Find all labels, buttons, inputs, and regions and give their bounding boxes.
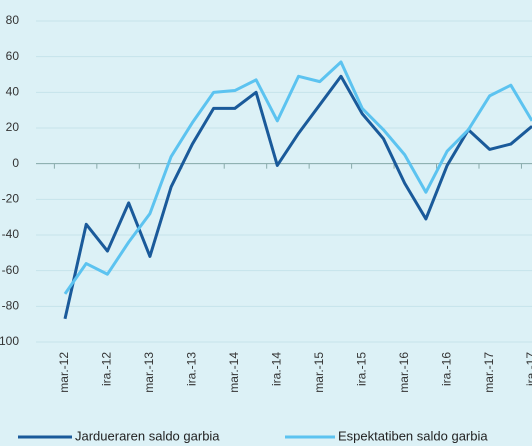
x-tick-label: mar.-17 bbox=[482, 352, 496, 393]
x-tick-label: mar.-12 bbox=[57, 352, 71, 393]
y-tick-label: 20 bbox=[6, 120, 20, 134]
y-tick-label: 60 bbox=[6, 49, 20, 63]
x-tick-label: ira.-13 bbox=[185, 352, 199, 386]
x-tick-label: ira.-17 bbox=[524, 352, 532, 386]
x-tick-label: mar.-13 bbox=[142, 352, 156, 393]
x-tick-label: ira.-14 bbox=[269, 352, 283, 386]
x-tick-label: ira.-15 bbox=[354, 352, 368, 386]
x-tick-label: ira.-16 bbox=[439, 352, 453, 386]
series-line bbox=[63, 60, 532, 295]
y-tick-label: -100 bbox=[0, 334, 19, 348]
x-tick-label: mar.-15 bbox=[312, 352, 326, 393]
y-tick-label: -40 bbox=[2, 227, 20, 241]
x-tick-label: mar.-14 bbox=[227, 352, 241, 393]
y-tick-label: 80 bbox=[6, 13, 20, 27]
y-tick-label: 0 bbox=[12, 156, 19, 170]
series-line bbox=[63, 74, 532, 320]
legend-label: Espektatiben saldo garbia bbox=[338, 428, 488, 443]
y-tick-label: -60 bbox=[2, 263, 20, 277]
legend-label: Jardueraren saldo garbia bbox=[75, 428, 220, 443]
x-tick-label: ira.-12 bbox=[100, 352, 114, 386]
y-tick-label: -80 bbox=[2, 299, 20, 313]
y-tick-label: -20 bbox=[2, 192, 20, 206]
x-tick-label: mar.-16 bbox=[397, 352, 411, 393]
y-tick-label: 40 bbox=[6, 85, 20, 99]
